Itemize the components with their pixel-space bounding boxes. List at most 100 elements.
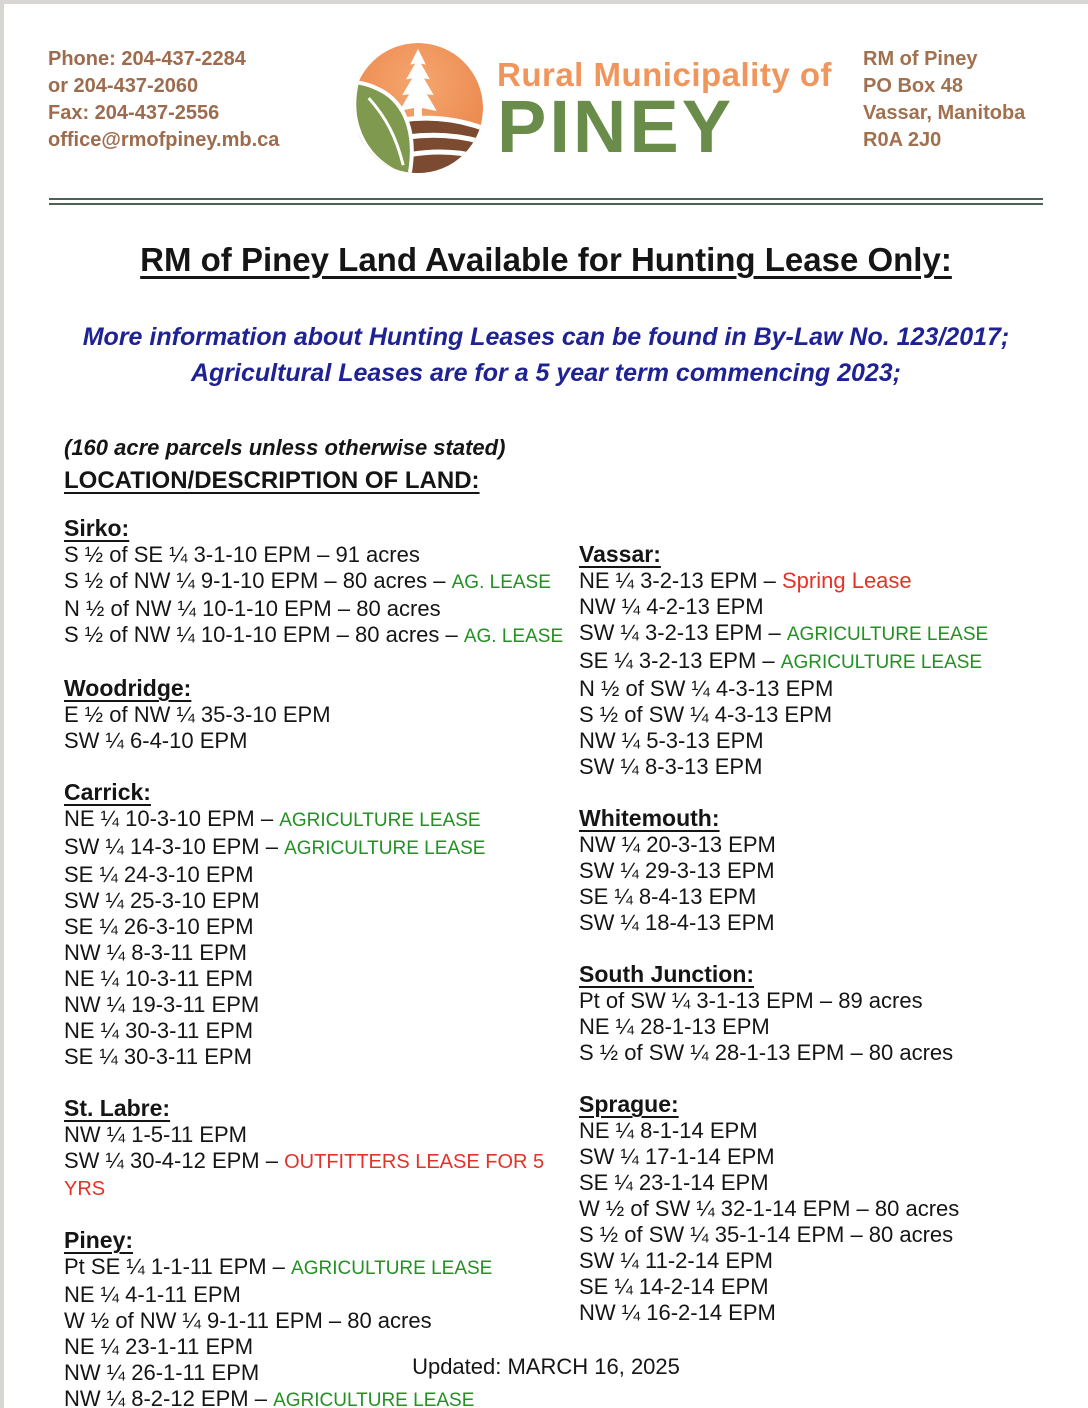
land-parcel-line: NW ¼ 4-2-13 EPM (579, 594, 1032, 620)
lease-note: Spring Lease (782, 568, 912, 593)
address-line: Vassar, Manitoba (863, 102, 1026, 124)
letterhead: Phone: 204-437-2284 or 204-437-2060 Fax:… (4, 4, 1088, 178)
parcel-description: N ½ of SW ¼ 4-3-13 EPM (579, 676, 834, 701)
land-parcel-line: NE ¼ 3-2-13 EPM – Spring Lease (579, 568, 1032, 594)
land-parcel-line: SE ¼ 24-3-10 EPM (64, 862, 579, 888)
lease-note: AGRICULTURE LEASE (786, 624, 989, 645)
page-title: RM of Piney Land Available for Hunting L… (140, 241, 952, 278)
parcel-description: S ½ of SE ¼ 3-1-10 EPM – 91 acres (64, 542, 420, 567)
parcel-description: Pt SE ¼ 1-1-11 EPM – (64, 1254, 285, 1279)
logo-tagline: Rural Municipality of (496, 56, 833, 93)
parcel-description: NE ¼ 28-1-13 EPM (579, 1014, 770, 1039)
address-line: RM of Piney (863, 48, 978, 70)
land-parcel-line: SE ¼ 8-4-13 EPM (579, 884, 1032, 910)
location-heading: LOCATION/DESCRIPTION OF LAND: (64, 467, 480, 494)
land-parcel-line: SW ¼ 25-3-10 EPM (64, 888, 579, 914)
land-parcel-line: NE ¼ 30-3-11 EPM (64, 1018, 579, 1044)
parcel-description: N ½ of NW ¼ 10-1-10 EPM – 80 acres (64, 596, 441, 621)
email-line: office@rmofpiney.mb.ca (48, 129, 280, 151)
land-parcel-line: SE ¼ 3-2-13 EPM – AGRICULTURE LEASE (579, 648, 1032, 676)
land-section: Sirko: S ½ of SE ¼ 3-1-10 EPM – 91 acres S… (64, 515, 579, 650)
parcel-description: NE ¼ 8-1-14 EPM (579, 1118, 758, 1143)
land-section: St. Labre: NW ¼ 1-5-11 EPM SW ¼ 30-4-12 EP… (64, 1095, 579, 1202)
parcel-description: SW ¼ 8-3-13 EPM (579, 754, 763, 779)
land-parcel-line: Pt SE ¼ 1-1-11 EPM – AGRICULTURE LEASE (64, 1254, 579, 1282)
land-parcel-line: NW ¼ 5-3-13 EPM (579, 728, 1032, 754)
land-columns: Sirko: S ½ of SE ¼ 3-1-10 EPM – 91 acres S… (64, 515, 1088, 1408)
land-section: Sprague: NE ¼ 8-1-14 EPM SW ¼ 17-1-14 EPM S… (579, 1091, 1032, 1326)
parcel-description: NW ¼ 20-3-13 EPM (579, 832, 776, 857)
logo: Rural Municipality of PINEY (318, 38, 863, 178)
logo-name: PINEY (496, 85, 735, 168)
land-section: Vassar: NE ¼ 3-2-13 EPM – Spring Lease NW … (579, 541, 1032, 780)
piney-logo-icon (352, 42, 484, 174)
lease-note: AG. LEASE (463, 626, 564, 647)
section-title: St. Labre: (64, 1095, 171, 1121)
land-parcel-line: NW ¼ 20-3-13 EPM (579, 832, 1032, 858)
parcel-description: NW ¼ 4-2-13 EPM (579, 594, 764, 619)
section-title: Piney: (64, 1227, 134, 1253)
land-parcel-line: NE ¼ 23-1-11 EPM (64, 1334, 579, 1360)
land-parcel-line: S ½ of NW ¼ 9-1-10 EPM – 80 acres – AG. … (64, 568, 579, 596)
parcel-description: E ½ of NW ¼ 35-3-10 EPM (64, 702, 331, 727)
parcel-description: NW ¼ 5-3-13 EPM (579, 728, 764, 753)
updated-date: Updated: MARCH 16, 2025 (412, 1354, 680, 1379)
section-title: Whitemouth: (579, 805, 720, 831)
fax-line: Fax: 204-437-2556 (48, 102, 220, 124)
parcel-description: SW ¼ 30-4-12 EPM – (64, 1148, 278, 1173)
parcel-description: SW ¼ 11-2-14 EPM (579, 1248, 773, 1273)
land-parcel-line: NE ¼ 10-3-10 EPM – AGRICULTURE LEASE (64, 806, 579, 834)
column-right: Vassar: NE ¼ 3-2-13 EPM – Spring Lease NW … (579, 515, 1032, 1408)
land-section: Carrick: NE ¼ 10-3-10 EPM – AGRICULTURE L… (64, 779, 579, 1070)
land-parcel-line: SW ¼ 6-4-10 EPM (64, 728, 579, 754)
land-parcel-line: NW ¼ 26-1-11 EPM (64, 1360, 579, 1386)
parcel-description: NE ¼ 30-3-11 EPM (64, 1018, 254, 1043)
land-parcel-line: Pt of SW ¼ 3-1-13 EPM – 89 acres (579, 988, 1032, 1014)
contact-block: Phone: 204-437-2284 or 204-437-2060 Fax:… (48, 38, 318, 154)
section-title: Sprague: (579, 1091, 679, 1117)
parcel-description: NW ¼ 1-5-11 EPM (64, 1122, 247, 1147)
parcel-description: NE ¼ 3-2-13 EPM – (579, 568, 776, 593)
land-parcel-line: S ½ of SW ¼ 4-3-13 EPM (579, 702, 1032, 728)
subtitle-line: Agricultural Leases are for a 5 year ter… (190, 359, 902, 387)
parcel-description: NW ¼ 19-3-11 EPM (64, 992, 260, 1017)
section-title: Carrick: (64, 779, 151, 805)
land-parcel-line: NW ¼ 8-3-11 EPM (64, 940, 579, 966)
parcel-description: NW ¼ 8-2-12 EPM – (64, 1386, 267, 1408)
section-title: South Junction: (579, 961, 755, 987)
parcel-description: SW ¼ 18-4-13 EPM (579, 910, 775, 935)
parcel-description: SE ¼ 23-1-14 EPM (579, 1170, 769, 1195)
parcel-description: NE ¼ 4-1-11 EPM (64, 1282, 241, 1307)
land-parcel-line: SE ¼ 30-3-11 EPM (64, 1044, 579, 1070)
phone-line: Phone: 204-437-2284 (48, 48, 246, 70)
land-parcel-line: W ½ of NW ¼ 9-1-11 EPM – 80 acres (64, 1308, 579, 1334)
lease-note: AGRICULTURE LEASE (273, 1390, 475, 1408)
land-section: Woodridge: E ½ of NW ¼ 35-3-10 EPM SW ¼ 6-… (64, 675, 579, 754)
parcel-description: SW ¼ 25-3-10 EPM (64, 888, 260, 913)
land-parcel-line: SW ¼ 3-2-13 EPM – AGRICULTURE LEASE (579, 620, 1032, 648)
land-parcel-line: SW ¼ 17-1-14 EPM (579, 1144, 1032, 1170)
parcel-description: NW ¼ 8-3-11 EPM (64, 940, 247, 965)
logo-wordmark: Rural Municipality of PINEY (496, 38, 833, 168)
lease-note: AGRICULTURE LEASE (284, 838, 486, 859)
parcel-description: S ½ of SW ¼ 28-1-13 EPM – 80 acres (579, 1040, 954, 1065)
subtitle: More information about Hunting Leases ca… (4, 319, 1088, 391)
land-parcel-line: S ½ of SE ¼ 3-1-10 EPM – 91 acres (64, 542, 579, 568)
parcel-description: SE ¼ 30-3-11 EPM (64, 1044, 252, 1069)
parcel-description: NE ¼ 10-3-11 EPM (64, 966, 254, 991)
parcel-description: S ½ of NW ¼ 9-1-10 EPM – 80 acres – (64, 568, 446, 593)
parcel-description: W ½ of SW ¼ 32-1-14 EPM – 80 acres (579, 1196, 960, 1221)
parcel-description: SW ¼ 29-3-13 EPM (579, 858, 775, 883)
column-left: Sirko: S ½ of SE ¼ 3-1-10 EPM – 91 acres S… (64, 515, 579, 1408)
land-parcel-line: NW ¼ 16-2-14 EPM (579, 1300, 1032, 1326)
parcel-size-note: (160 acre parcels unless otherwise state… (64, 435, 506, 460)
land-parcel-line: N ½ of NW ¼ 10-1-10 EPM – 80 acres (64, 596, 579, 622)
land-parcel-line: SE ¼ 26-3-10 EPM (64, 914, 579, 940)
section-title: Vassar: (579, 541, 661, 567)
land-parcel-line: SE ¼ 14-2-14 EPM (579, 1274, 1032, 1300)
land-section: Piney: Pt SE ¼ 1-1-11 EPM – AGRICULTURE L… (64, 1227, 579, 1408)
subtitle-line: More information about Hunting Leases ca… (82, 323, 1010, 351)
land-parcel-line: NE ¼ 8-1-14 EPM (579, 1118, 1032, 1144)
parcel-description: SW ¼ 3-2-13 EPM – (579, 620, 781, 645)
